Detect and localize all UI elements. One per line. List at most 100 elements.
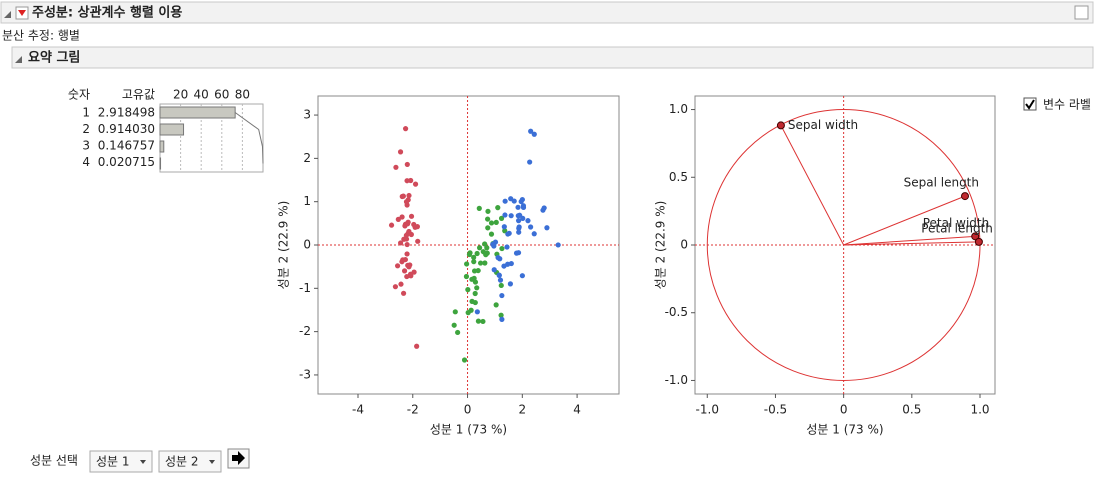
loading-ray: [780, 125, 845, 246]
point: [415, 238, 421, 244]
point: [474, 309, 480, 315]
dropdown-arrow: [209, 460, 215, 464]
point: [502, 198, 508, 204]
point: [495, 255, 501, 261]
point: [398, 240, 404, 246]
point: [516, 225, 522, 231]
row-number: 4: [82, 155, 90, 169]
point: [404, 161, 410, 168]
x-tick-label: 0.5: [902, 403, 921, 417]
select-label: 성분 선택: [30, 454, 78, 468]
loading-point: [971, 232, 980, 241]
point: [401, 268, 408, 274]
point: [395, 216, 401, 222]
x-tick-label: 0: [464, 403, 472, 417]
point: [482, 260, 488, 266]
x-axis-title: 성분 1 (73 %): [430, 423, 507, 437]
x-tick-label: 4: [573, 403, 581, 417]
point: [411, 221, 417, 228]
select-x[interactable]: [89, 450, 153, 473]
y-tick-label: -2: [299, 324, 311, 338]
point: [399, 259, 405, 265]
y-tick-label: 1: [303, 194, 311, 208]
point: [495, 205, 501, 211]
point: [472, 279, 479, 285]
point: [528, 224, 534, 230]
point: [399, 214, 405, 220]
row-number: 1: [82, 106, 90, 120]
bar: [159, 157, 162, 170]
point: [461, 357, 468, 363]
x-tick-label: -2: [407, 403, 419, 417]
point: [516, 229, 522, 235]
menu-arrow: [18, 10, 26, 16]
point: [485, 225, 491, 231]
table-header: 숫자: [68, 88, 90, 102]
bar-frame: [159, 103, 264, 173]
y-tick-label: 3: [303, 108, 311, 122]
point: [519, 273, 525, 279]
point: [480, 249, 486, 255]
point: [465, 287, 471, 293]
x-tick-label: -1.0: [696, 403, 719, 417]
loading-point: [776, 121, 785, 130]
point: [474, 285, 480, 291]
point: [475, 318, 482, 324]
pin-button[interactable]: [1074, 5, 1089, 20]
point: [527, 159, 533, 165]
row-number: 2: [82, 122, 90, 136]
disclosure[interactable]: [15, 56, 22, 63]
point: [515, 250, 522, 256]
point: [402, 223, 408, 229]
point: [482, 241, 488, 247]
x-tick-label: 40: [194, 88, 209, 102]
point: [485, 208, 491, 214]
point: [525, 218, 531, 224]
select-y-text: 성분 2: [165, 455, 199, 469]
point: [477, 260, 484, 266]
x-tick-label: 80: [235, 88, 250, 102]
eigenvalue: 0.146757: [98, 139, 155, 153]
select-y[interactable]: [158, 450, 222, 473]
disclosure[interactable]: [4, 11, 11, 18]
point: [502, 212, 508, 218]
section-title: 요약 그림: [28, 50, 80, 66]
bar: [159, 140, 165, 153]
point: [555, 242, 561, 248]
section-bar: [11, 46, 1094, 69]
loading-label: Sepal length: [904, 176, 979, 190]
y-tick-label: -0.5: [665, 305, 688, 319]
loading-label: Petal length: [921, 221, 993, 235]
point: [404, 273, 410, 280]
point: [405, 230, 411, 236]
point: [403, 199, 410, 205]
x-tick-label: 60: [214, 88, 229, 102]
eigenvalue: 0.914030: [98, 122, 155, 136]
y-axis-title: 성분 2 (22.9 %): [277, 201, 291, 290]
loading-ray: [843, 241, 979, 246]
point: [544, 225, 550, 231]
loading-label: Sepal width: [788, 118, 858, 132]
y-axis-title: 성분 2 (22.9 %): [654, 201, 668, 290]
point: [472, 299, 478, 306]
y-tick-label: 2: [303, 151, 311, 165]
point: [398, 281, 404, 287]
loading-point: [961, 192, 969, 201]
point: [407, 262, 413, 268]
point: [455, 329, 461, 336]
point: [517, 212, 523, 218]
point: [476, 205, 482, 211]
point: [520, 204, 527, 211]
row-number: 3: [82, 139, 90, 153]
point: [502, 228, 508, 234]
point: [394, 263, 401, 269]
x-tick-label: 2: [518, 403, 526, 417]
cumulative-line: [234, 112, 264, 164]
x-tick-label: -4: [352, 403, 364, 417]
point: [404, 178, 410, 184]
estimate: 분산 추정: 행별: [2, 28, 80, 43]
point: [406, 192, 412, 199]
point: [408, 273, 414, 279]
